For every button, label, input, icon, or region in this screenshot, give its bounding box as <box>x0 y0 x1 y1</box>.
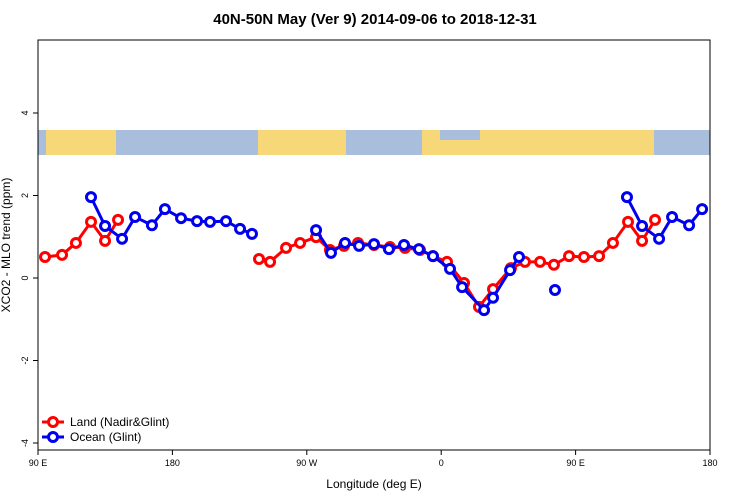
y-tick-label: -4 <box>20 439 30 447</box>
chart-title: 40N-50N May (Ver 9) 2014-09-06 to 2018-1… <box>213 11 537 28</box>
point <box>368 238 380 251</box>
x-tick-label: 180 <box>165 458 180 468</box>
point <box>39 250 52 263</box>
x-tick-label: 90 E <box>566 458 585 468</box>
point <box>606 236 619 249</box>
point <box>636 234 649 247</box>
point <box>487 291 500 304</box>
y-tick-label: 0 <box>20 275 30 280</box>
point <box>382 243 395 256</box>
point <box>504 264 517 277</box>
point <box>548 283 561 296</box>
point <box>85 215 98 228</box>
point <box>653 232 666 245</box>
map-strip <box>38 130 710 155</box>
y-axis-label: XCO2 - MLO trend (ppm) <box>0 178 13 313</box>
point <box>353 239 366 252</box>
point <box>175 212 188 225</box>
point <box>129 210 142 223</box>
ocean-band <box>654 130 710 155</box>
y-tick-label: -2 <box>20 356 30 364</box>
point <box>622 215 635 228</box>
legend-label: Land (Nadir&Glint) <box>70 415 169 429</box>
y-tick-label: 4 <box>20 111 30 116</box>
ocean-band <box>346 130 422 155</box>
point <box>683 219 696 232</box>
point <box>593 250 606 263</box>
ocean-band <box>116 130 258 155</box>
point <box>547 258 560 271</box>
legend-label: Ocean (Glint) <box>70 430 141 444</box>
point <box>99 234 112 247</box>
x-tick-label: 90 E <box>29 458 48 468</box>
point <box>234 222 247 235</box>
x-tick-label: 180 <box>702 458 717 468</box>
point <box>245 227 258 240</box>
point <box>158 203 171 216</box>
point <box>620 191 633 204</box>
point <box>204 215 217 228</box>
point <box>116 232 129 245</box>
point <box>294 236 307 249</box>
point <box>563 250 576 263</box>
point <box>310 224 323 237</box>
point <box>444 262 457 275</box>
ocean-band <box>440 130 480 140</box>
point <box>636 220 649 233</box>
point <box>398 239 411 251</box>
legend-marker <box>47 431 59 443</box>
plot-frame <box>37 39 711 451</box>
point <box>145 219 158 232</box>
point <box>85 191 98 204</box>
point <box>339 236 352 249</box>
point <box>191 215 204 228</box>
point <box>253 253 266 266</box>
x-tick-label: 0 <box>439 458 444 468</box>
point <box>456 281 469 294</box>
x-axis-label: Longitude (deg E) <box>326 477 421 491</box>
point <box>99 220 112 233</box>
series-line <box>44 219 657 310</box>
point <box>264 255 277 268</box>
x-tick-label: 90 W <box>296 458 318 468</box>
point <box>513 250 526 263</box>
legend-marker <box>47 416 59 428</box>
point <box>696 203 709 216</box>
point <box>666 210 679 223</box>
point <box>112 213 125 226</box>
point <box>412 243 425 256</box>
point <box>426 250 439 263</box>
ocean-band <box>38 130 46 155</box>
y-tick-label: 2 <box>20 193 30 198</box>
point <box>577 250 590 263</box>
point <box>56 248 69 261</box>
point <box>69 236 82 249</box>
point <box>220 215 233 228</box>
point <box>534 255 547 268</box>
point <box>324 246 337 259</box>
point <box>649 213 662 226</box>
point <box>280 241 293 254</box>
point <box>478 304 491 317</box>
